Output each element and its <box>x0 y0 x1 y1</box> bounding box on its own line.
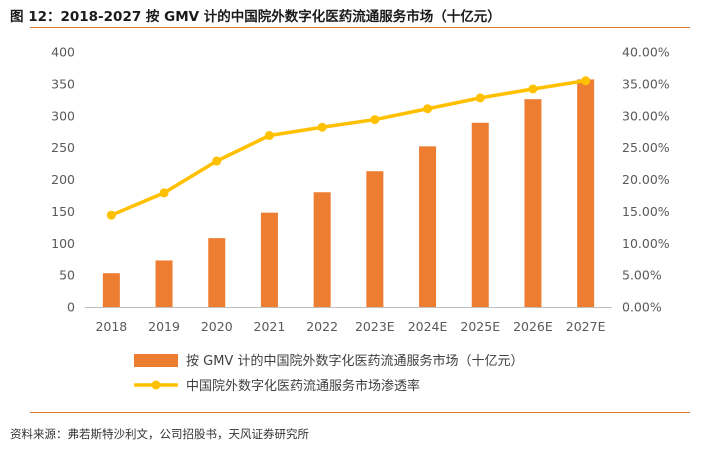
line-point <box>212 156 222 166</box>
y-right-tick-label: 30.00% <box>622 108 670 123</box>
line-point <box>370 115 380 125</box>
line-point <box>528 84 538 94</box>
y-right-tick-label: 25.00% <box>622 140 670 155</box>
y-left-tick-label: 350 <box>51 76 75 91</box>
y-left-tick-label: 250 <box>51 140 75 155</box>
y-right-tick-label: 10.00% <box>622 236 670 251</box>
y-right-tick-label: 15.00% <box>622 204 670 219</box>
bar <box>155 260 173 307</box>
bottom-rule <box>30 412 690 413</box>
y-left-tick-label: 200 <box>51 172 75 187</box>
bar <box>524 99 542 307</box>
bar <box>260 212 278 307</box>
x-tick-label: 2027E <box>566 319 606 334</box>
bar <box>419 146 437 307</box>
x-tick-label: 2023E <box>355 319 395 334</box>
bar <box>102 273 120 307</box>
y-left-tick-label: 300 <box>51 108 75 123</box>
bar <box>577 79 595 307</box>
line-point <box>581 76 591 86</box>
source-note: 资料来源：弗若斯特沙利文，公司招股书，天风证券研究所 <box>10 427 309 441</box>
legend-line-label: 中国院外数字化医药流通服务市场渗透率 <box>186 378 420 394</box>
x-tick-label: 2019 <box>148 319 180 334</box>
bar <box>313 192 331 307</box>
penetration-line <box>110 78 586 217</box>
bar <box>366 171 384 307</box>
legend-bar-label: 按 GMV 计的中国院外数字化医药流通服务市场（十亿元） <box>186 353 523 369</box>
line-point <box>159 188 169 198</box>
x-tick-label: 2018 <box>95 319 127 334</box>
x-tick-label: 2024E <box>408 319 448 334</box>
bar <box>471 122 489 307</box>
x-tick-label: 2026E <box>513 319 553 334</box>
y-right-tick-label: 35.00% <box>622 76 670 91</box>
x-tick-label: 2022 <box>306 319 338 334</box>
chart-title: 图 12：2018-2027 按 GMV 计的中国院外数字化医药流通服务市场（十… <box>10 9 501 25</box>
y-right-tick-label: 5.00% <box>622 268 662 283</box>
x-tick-label: 2021 <box>254 319 286 334</box>
bar <box>208 238 226 307</box>
y-right-tick-label: 20.00% <box>622 172 670 187</box>
y-left-tick-label: 0 <box>67 300 75 315</box>
legend-line-marker <box>151 380 161 390</box>
y-left-tick-label: 150 <box>51 204 75 219</box>
line-point <box>317 122 327 132</box>
line-point <box>106 210 116 220</box>
x-tick-label: 2025E <box>460 319 500 334</box>
x-tick-label: 2020 <box>201 319 233 334</box>
y-right-tick-label: 40.00% <box>622 45 670 60</box>
line-point <box>423 104 433 114</box>
y-left-tick-label: 100 <box>51 236 75 251</box>
legend-bar-swatch <box>134 354 178 367</box>
line-point <box>264 131 274 141</box>
y-right-tick-label: 0.00% <box>622 300 662 315</box>
y-left-tick-label: 50 <box>59 268 75 283</box>
y-left-tick-label: 400 <box>51 45 75 60</box>
top-rule <box>30 27 690 28</box>
line-point <box>475 93 485 103</box>
